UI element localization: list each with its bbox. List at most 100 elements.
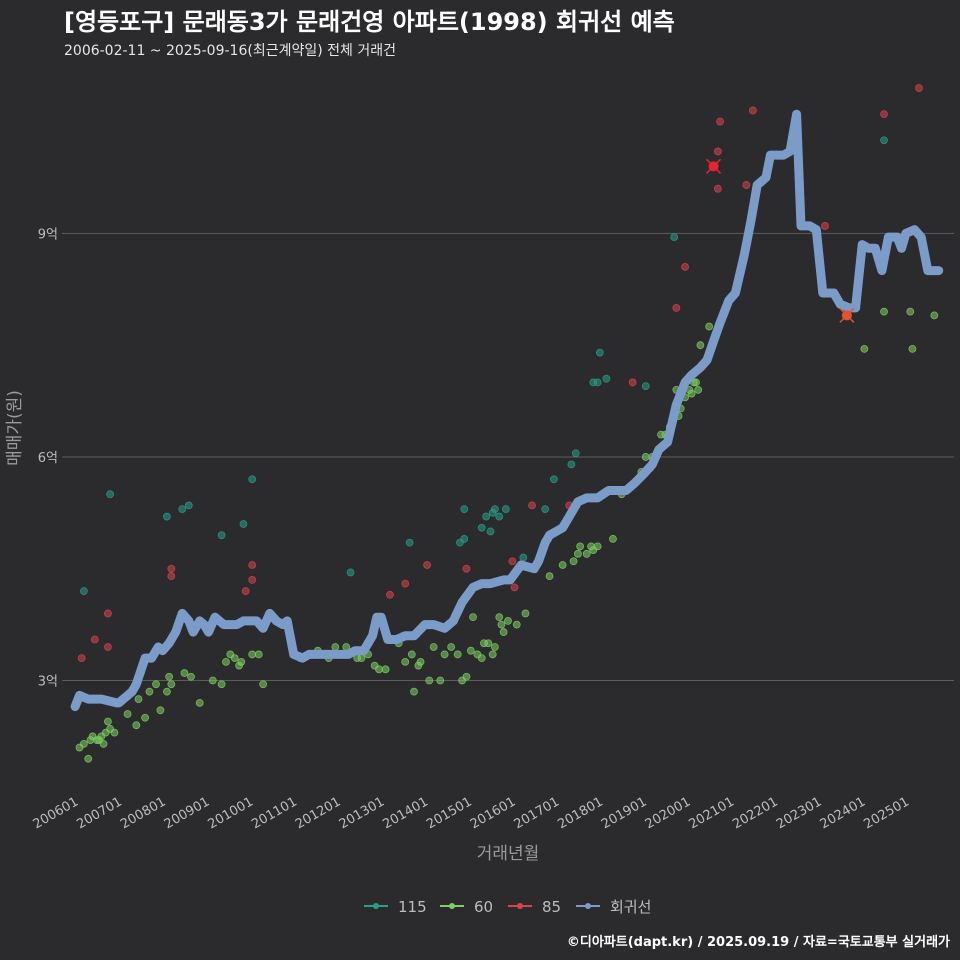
x-tick-label: 201701 — [512, 794, 562, 832]
point-60 — [569, 557, 578, 566]
legend-dot-60 — [449, 903, 455, 909]
point-60 — [145, 687, 154, 696]
point-115 — [550, 475, 558, 484]
x-tick-label: 202301 — [774, 794, 824, 832]
point-115 — [880, 136, 888, 145]
point-115 — [593, 378, 602, 387]
legend-dot-reg — [585, 903, 591, 909]
regression-layer — [70, 109, 944, 712]
point-60 — [248, 650, 257, 659]
point-60 — [429, 643, 438, 651]
y-tick-label: 3억 — [38, 674, 58, 689]
point-115 — [486, 527, 495, 536]
point-60 — [187, 672, 195, 681]
x-tick-label: 201101 — [249, 794, 299, 832]
point-85 — [915, 84, 923, 92]
point-60 — [237, 657, 246, 666]
x-tick-label: 200901 — [162, 794, 212, 832]
gridlines — [62, 232, 954, 681]
point-60 — [574, 549, 582, 558]
point-85 — [748, 106, 757, 115]
point-85 — [248, 561, 257, 569]
point-60 — [132, 721, 141, 730]
point-85 — [510, 583, 519, 592]
point-60 — [79, 739, 88, 748]
x-axis: 2006012007012008012009012010012011012012… — [31, 794, 912, 832]
point-115 — [79, 587, 88, 595]
point-60 — [558, 561, 567, 569]
legend: 115 60 85 회귀선 — [364, 898, 651, 916]
point-85 — [681, 263, 689, 271]
scatter-points — [75, 84, 939, 763]
point-60 — [222, 657, 230, 666]
point-60 — [908, 344, 917, 353]
point-60 — [692, 378, 700, 387]
point-60 — [110, 728, 119, 737]
highlight-cross — [839, 307, 855, 323]
point-85 — [241, 587, 250, 595]
y-tick-label: 6억 — [38, 451, 58, 466]
highlight-cross — [705, 158, 722, 174]
point-60 — [705, 322, 714, 331]
point-115 — [217, 531, 226, 540]
point-60 — [466, 646, 475, 655]
point-115 — [460, 505, 469, 514]
point-115 — [670, 233, 679, 242]
point-85 — [104, 643, 112, 651]
highlight-markers — [705, 158, 855, 323]
point-115 — [595, 348, 604, 357]
point-60 — [167, 680, 176, 689]
legend-label-60: 60 — [474, 898, 493, 916]
point-60 — [504, 616, 512, 625]
point-60 — [156, 706, 165, 715]
point-60 — [499, 628, 508, 636]
point-115 — [567, 460, 576, 469]
point-60 — [381, 665, 390, 674]
point-60 — [104, 717, 112, 726]
point-60 — [930, 311, 939, 320]
point-60 — [440, 650, 449, 659]
point-60 — [425, 676, 434, 685]
x-tick-label: 200801 — [118, 794, 168, 832]
point-60 — [593, 542, 602, 551]
point-85 — [742, 181, 751, 189]
x-tick-label: 202001 — [643, 794, 693, 832]
x-tick-label: 201501 — [424, 794, 474, 832]
point-85 — [167, 564, 176, 573]
legend-label-reg: 회귀선 — [610, 898, 651, 916]
point-85 — [528, 501, 536, 510]
point-60 — [488, 650, 497, 659]
point-60 — [694, 385, 703, 394]
point-60 — [163, 687, 171, 696]
point-60 — [134, 695, 143, 704]
point-115 — [495, 512, 504, 521]
legend-label-85: 85 — [542, 898, 561, 916]
y-axis: 3억 6억 9억 — [38, 227, 58, 689]
point-60 — [436, 676, 445, 685]
x-axis-title: 거래년월 — [477, 844, 540, 864]
point-85 — [104, 609, 112, 618]
x-tick-label: 202401 — [818, 794, 868, 832]
point-115 — [106, 490, 114, 499]
point-85 — [462, 564, 471, 573]
point-60 — [906, 307, 915, 316]
point-60 — [582, 549, 591, 558]
chart-title: [영등포구] 문래동3가 문래건영 아파트(1998) 회귀선 예측 — [64, 8, 675, 36]
chart-subtitle: 2006-02-11 ~ 2025-09-16(최근계약일) 전체 거래건 — [64, 43, 396, 59]
point-60 — [141, 713, 149, 722]
y-tick-label: 9억 — [38, 227, 58, 242]
point-115 — [519, 553, 528, 562]
point-85 — [248, 575, 257, 584]
point-60 — [208, 676, 217, 685]
point-60 — [259, 680, 268, 689]
x-tick-label: 201401 — [380, 794, 430, 832]
x-tick-label: 201901 — [599, 794, 649, 832]
point-115 — [571, 449, 580, 458]
point-60 — [410, 687, 418, 696]
point-85 — [167, 572, 176, 581]
point-60 — [254, 650, 263, 659]
point-115 — [477, 523, 486, 532]
point-60 — [357, 654, 366, 663]
point-115 — [602, 374, 611, 383]
point-60 — [99, 739, 108, 748]
